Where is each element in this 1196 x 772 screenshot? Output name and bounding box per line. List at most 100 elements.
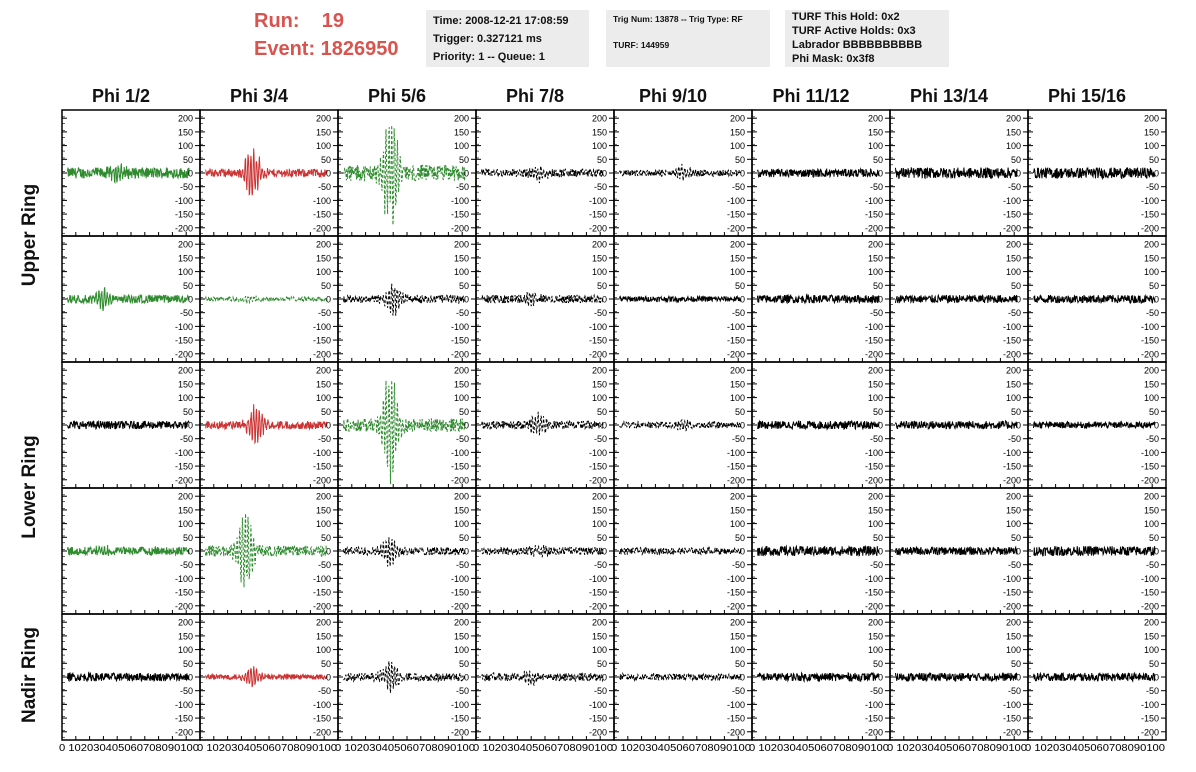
y-tick-label: 50 bbox=[183, 155, 193, 165]
y-tick-label: -200 bbox=[313, 475, 331, 485]
y-tick-label: 0 bbox=[464, 295, 469, 305]
waveform-panel: -200 -150 -100 -50 0 50 100 150 200 bbox=[199, 235, 339, 363]
y-tick-label: -150 bbox=[727, 588, 745, 598]
waveform-panel: -200 -150 -100 -50 0 50 100 150 200 bbox=[61, 235, 201, 363]
y-tick-label: -100 bbox=[175, 574, 193, 584]
y-tick-label: 50 bbox=[459, 533, 469, 543]
waveform-trace bbox=[757, 167, 880, 179]
waveform-panel: -200 -150 -100 -50 0 50 100 150 200 bbox=[1027, 235, 1167, 363]
y-tick-label: 150 bbox=[178, 505, 193, 515]
y-tick-label: 200 bbox=[1006, 366, 1021, 376]
y-tick-label: -200 bbox=[865, 475, 883, 485]
y-tick-label: 100 bbox=[454, 393, 469, 403]
y-tick-label: 150 bbox=[1144, 253, 1159, 263]
waveform-panel: -200 -150 -100 -50 0 50 100 150 200 bbox=[751, 613, 891, 741]
y-tick-label: 150 bbox=[1144, 127, 1159, 137]
y-tick-label: 0 bbox=[878, 673, 883, 683]
y-tick-label: -100 bbox=[727, 574, 745, 584]
y-tick-label: -150 bbox=[865, 588, 883, 598]
waveform-trace bbox=[619, 163, 742, 181]
y-tick-label: -50 bbox=[180, 560, 193, 570]
y-tick-label: 0 bbox=[1154, 547, 1159, 557]
y-tick-label: 50 bbox=[1149, 659, 1159, 669]
y-tick-label: 150 bbox=[178, 631, 193, 641]
y-tick-label: 150 bbox=[868, 253, 883, 263]
waveform-trace bbox=[1033, 293, 1156, 305]
y-tick-label: -100 bbox=[175, 196, 193, 206]
time-text: Time: 2008-12-21 17:08:59 bbox=[433, 15, 569, 27]
y-tick-label: 50 bbox=[597, 281, 607, 291]
y-tick-label: 0 bbox=[602, 547, 607, 557]
y-tick-label: -50 bbox=[732, 560, 745, 570]
y-tick-label: 200 bbox=[454, 114, 469, 124]
y-tick-label: 50 bbox=[873, 659, 883, 669]
y-tick-label: -150 bbox=[313, 462, 331, 472]
y-tick-label: 0 bbox=[1016, 169, 1021, 179]
y-tick-label: 200 bbox=[868, 492, 883, 502]
y-tick-label: 50 bbox=[1149, 155, 1159, 165]
y-tick-label: 100 bbox=[730, 519, 745, 529]
y-tick-label: 50 bbox=[183, 533, 193, 543]
y-tick-label: 200 bbox=[178, 366, 193, 376]
waveform-panel: -200 -150 -100 -50 0 50 100 150 200 bbox=[751, 361, 891, 489]
y-tick-label: -150 bbox=[1003, 210, 1021, 220]
y-tick-label: -50 bbox=[1008, 434, 1021, 444]
y-tick-label: -200 bbox=[175, 727, 193, 737]
waveform-panel: -200 -150 -100 -50 0 50 100 150 200 bbox=[751, 487, 891, 615]
y-tick-label: -50 bbox=[870, 560, 883, 570]
y-tick-label: 50 bbox=[459, 407, 469, 417]
y-tick-label: 0 bbox=[878, 547, 883, 557]
y-tick-label: -200 bbox=[451, 349, 469, 359]
waveform-panel: -200 -150 -100 -50 0 50 100 150 200 bbox=[613, 109, 753, 237]
y-tick-label: 100 bbox=[592, 519, 607, 529]
y-tick-label: 150 bbox=[868, 379, 883, 389]
waveform-trace bbox=[481, 411, 604, 436]
y-tick-label: 50 bbox=[1011, 659, 1021, 669]
turf-hold-text: TURF This Hold: 0x2 bbox=[792, 11, 900, 23]
y-tick-label: -150 bbox=[865, 336, 883, 346]
turf-active-holds-text: TURF Active Holds: 0x3 bbox=[792, 25, 916, 37]
waveform-panel: -200 -150 -100 -50 0 50 100 150 200 bbox=[889, 613, 1029, 741]
waveform-trace bbox=[1033, 671, 1156, 683]
y-tick-label: 100 bbox=[868, 141, 883, 151]
y-tick-label: 0 bbox=[602, 295, 607, 305]
y-tick-label: -200 bbox=[727, 475, 745, 485]
waveform-panel: -200 -150 -100 -50 0 50 100 150 200 bbox=[1027, 613, 1167, 741]
y-tick-label: 150 bbox=[1006, 379, 1021, 389]
y-tick-label: -200 bbox=[865, 601, 883, 611]
y-tick-label: -200 bbox=[589, 223, 607, 233]
waveform-trace bbox=[895, 166, 1018, 180]
waveform-trace bbox=[205, 404, 328, 445]
y-tick-label: 150 bbox=[316, 379, 331, 389]
x-tick-label: 0 102030405060708090100 bbox=[59, 743, 199, 754]
y-tick-label: -200 bbox=[451, 475, 469, 485]
trig-info-panel: Trig Num: 13878 -- Trig Type: RF TURF: 1… bbox=[606, 10, 770, 67]
y-tick-label: -50 bbox=[180, 182, 193, 192]
y-tick-label: 0 bbox=[602, 421, 607, 431]
y-tick-label: -150 bbox=[589, 210, 607, 220]
y-tick-label: 100 bbox=[178, 141, 193, 151]
y-tick-label: 150 bbox=[868, 631, 883, 641]
y-tick-label: -150 bbox=[1141, 462, 1159, 472]
y-tick-label: -150 bbox=[451, 588, 469, 598]
y-tick-label: 100 bbox=[1144, 267, 1159, 277]
y-tick-label: -200 bbox=[451, 223, 469, 233]
y-tick-label: 200 bbox=[730, 618, 745, 628]
y-tick-label: 50 bbox=[1149, 533, 1159, 543]
y-tick-label: -50 bbox=[1146, 182, 1159, 192]
waveform-panel: -200 -150 -100 -50 0 50 100 150 200 bbox=[61, 613, 201, 741]
y-tick-label: 150 bbox=[178, 379, 193, 389]
y-tick-label: 0 bbox=[464, 169, 469, 179]
y-tick-label: 100 bbox=[592, 393, 607, 403]
y-tick-label: 200 bbox=[1144, 114, 1159, 124]
y-tick-label: -150 bbox=[175, 588, 193, 598]
y-tick-label: -100 bbox=[865, 574, 883, 584]
y-tick-label: -150 bbox=[1141, 714, 1159, 724]
y-tick-label: 50 bbox=[873, 155, 883, 165]
y-tick-label: 100 bbox=[454, 267, 469, 277]
y-tick-label: 150 bbox=[454, 253, 469, 263]
y-tick-label: 150 bbox=[592, 127, 607, 137]
waveform-panel: -200 -150 -100 -50 0 50 100 150 200 bbox=[199, 613, 339, 741]
y-tick-label: 200 bbox=[868, 618, 883, 628]
